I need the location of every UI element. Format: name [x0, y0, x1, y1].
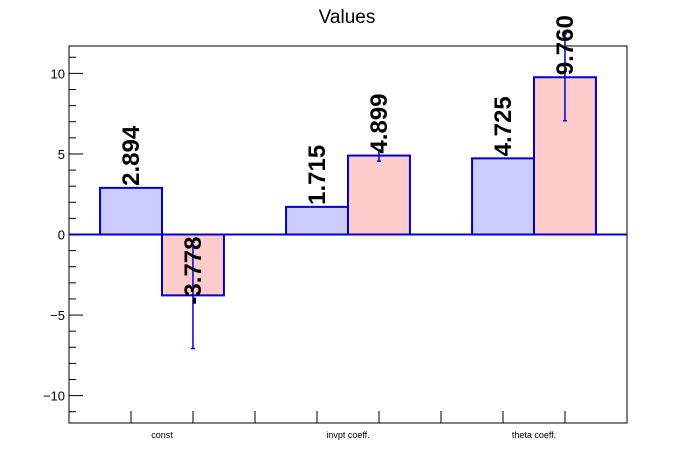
y-tick-label: −5 — [50, 308, 65, 323]
data-label: 1.715 — [304, 145, 331, 205]
chart-title: Values — [319, 7, 376, 28]
bar — [285, 205, 350, 236]
data-label: 4.725 — [490, 96, 517, 156]
data-label: -3.778 — [180, 237, 207, 305]
category-label: invpt coeff. — [326, 430, 369, 440]
data-label: 9.760 — [552, 15, 579, 75]
data-label: 2.894 — [118, 125, 145, 186]
y-tick-label: 5 — [58, 147, 65, 162]
data-label: 4.899 — [366, 94, 393, 154]
bar — [347, 154, 411, 236]
bar — [99, 186, 163, 236]
y-tick-label: 10 — [51, 66, 65, 81]
plot-area: −10 −5 0 5 10 const invpt coeff. theta coeff. 2.… — [43, 15, 628, 440]
y-tick-label: −10 — [43, 389, 65, 404]
category-label: const — [151, 430, 173, 440]
y-tick-label: 0 — [58, 228, 65, 243]
category-label: theta coeff. — [512, 430, 556, 440]
bar — [471, 157, 536, 236]
